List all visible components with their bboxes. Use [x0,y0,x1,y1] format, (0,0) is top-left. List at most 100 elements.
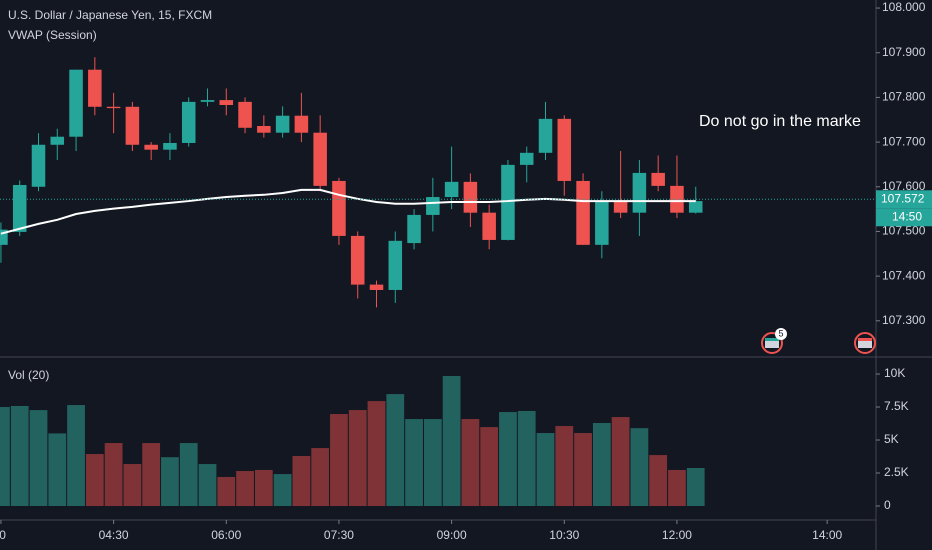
x-tick-label: 12:00 [662,528,692,542]
volume-bar [254,469,273,507]
candle-body [163,142,177,150]
volume-bar [649,455,668,507]
candle-body [519,152,534,165]
badge-count: 5 [778,328,783,338]
volume-bar [348,410,367,507]
event-flag[interactable] [854,332,876,354]
volume-bar [386,394,405,507]
volume-bar [461,419,480,507]
volume-bar [0,407,10,507]
candle-body [369,284,384,290]
indicator-label: VWAP (Session) [8,28,97,42]
volume-bar [592,422,611,507]
y-tick-label: 107.700 [882,134,926,148]
last-price-box [876,190,932,209]
volume-bar [29,410,48,507]
y-tick-label: 107.500 [882,224,926,238]
candle-body [294,115,309,133]
volume-tick-label: 0 [884,498,891,512]
candle-body [482,212,496,240]
candle-body [219,100,234,105]
candle-body [69,69,83,137]
volume-bar [48,433,67,507]
candle-body [12,184,27,232]
volume-bar [442,376,461,507]
badge-bg [775,328,787,340]
volume-bar [236,471,254,507]
volume-bar [555,426,574,507]
last-price-label: 107.572 [881,191,925,205]
plot-area [0,57,876,507]
candle-body [88,69,102,107]
candle-body [426,197,440,215]
candle-body [200,100,215,102]
candle-body [688,201,703,213]
flag-icon [858,338,872,348]
candle-body [257,126,271,133]
candle-body [651,172,665,186]
candle-body [238,101,252,128]
volume-bar [10,405,29,507]
volume-bar [198,464,217,507]
volume-bar [574,433,592,507]
volume-bar [668,469,686,507]
candle-body [125,106,140,145]
countdown-label: 14:50 [892,209,922,223]
volume-bar [123,464,142,507]
y-tick-label: 107.800 [882,90,926,104]
volume-bar [686,467,705,507]
volume-bar [217,476,236,507]
candle-body [538,118,553,153]
candle-body [275,115,290,133]
candle-body [670,185,684,213]
candle-body [350,235,365,285]
candle-body [332,180,346,236]
flag-icon-stripe [858,338,872,341]
countdown-box [876,208,932,227]
volume-bar [536,433,555,507]
volume-bar [179,443,198,507]
candle-body [50,136,65,145]
volume-bar [499,412,517,507]
vwap-line [0,188,696,235]
volume-tick-label: 5K [884,432,899,446]
volume-bar [311,448,330,507]
volume-bar [423,419,442,507]
volume-bar [142,443,161,507]
volume-bar [273,474,292,507]
candle-body [463,181,478,213]
candle-body [613,201,628,213]
volume-bar [367,401,386,507]
x-tick-label: 06:00 [211,528,241,542]
flag-icon [765,338,779,348]
x-tick-label: 09:00 [437,528,467,542]
annotation: Do not go in the marke [699,113,861,130]
candle-body [31,144,46,187]
volume-bar [161,457,179,507]
y-tick-label: 107.400 [882,268,926,282]
x-tick-label: :00 [0,528,6,542]
y-tick-label: 107.600 [882,179,926,193]
volume-tick-label: 10K [884,366,905,380]
candle-body [444,181,459,198]
y-tick-label: 108.000 [882,0,926,14]
volume-bar [330,414,348,507]
volume-bar [611,417,630,507]
volume-bar [517,410,536,507]
y-tick-label: 107.900 [882,45,926,59]
volume-bar [630,428,649,507]
x-tick-label: 04:30 [99,528,129,542]
candle-body [595,201,609,245]
volume-tick-label: 2.5K [884,465,909,479]
candle-body [0,229,8,245]
candle-body [144,144,158,150]
event-flag[interactable]: 5 [761,328,787,354]
candle-body [632,172,647,213]
candle-body [576,180,590,245]
volume-bar [104,443,123,507]
volume-bar [480,427,499,507]
volume-bar [67,405,85,507]
x-tick-label: 10:30 [549,528,579,542]
